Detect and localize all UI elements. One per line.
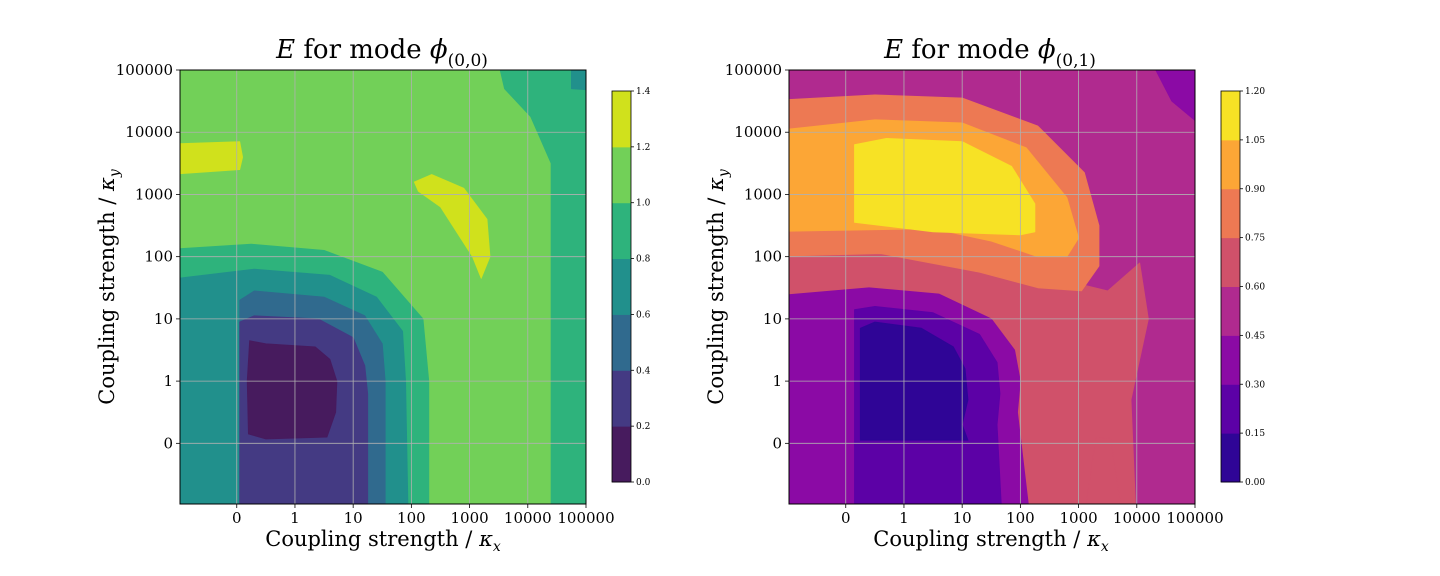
left-contour-regions — [180, 70, 586, 504]
left-chart: E for mode ϕ(0,0) 0 1 10 100 1000 10000 100000… — [95, 35, 651, 555]
left-colorbar-band-0 — [612, 426, 631, 483]
right-chart: E for mode ϕ(0,1) 0 1 10 100 1000 10000 100000… — [704, 35, 1265, 555]
right-y-axis-label: Coupling strength / κy — [704, 168, 732, 405]
right-x-tick-label-0: 0 — [841, 509, 851, 527]
right-colorbar-tick-label-7: 1.05 — [1245, 136, 1265, 146]
left-colorbar-tick-label-3: 0.6 — [636, 310, 651, 320]
left-colorbar-band-1 — [612, 370, 631, 427]
left-contour-region-1 — [499, 70, 586, 504]
right-plot-frame — [788, 69, 1196, 505]
left-y-tick-label-2: 10 — [154, 310, 173, 328]
left-x-axis-label: Coupling strength / κx — [265, 527, 501, 555]
right-colorbar-band-0 — [1221, 433, 1240, 483]
right-colorbar-tick-label-2: 0.30 — [1245, 380, 1265, 390]
right-x-tick-label-6: 100000 — [1166, 509, 1223, 527]
left-colorbar-tick-label-6: 1.2 — [636, 143, 650, 153]
left-contour-region-9 — [413, 174, 491, 279]
right-x-ticks: 0 1 10 100 1000 10000 100000 — [841, 504, 1224, 527]
left-plot-frame — [179, 69, 587, 505]
right-contour-region-4 — [854, 137, 1036, 236]
right-colorbar-tick-label-5: 0.75 — [1245, 234, 1265, 244]
left-x-tick-label-3: 100 — [397, 509, 426, 527]
left-colorbar-tick-label-7: 1.4 — [636, 87, 651, 97]
right-x-axis-label: Coupling strength / κx — [873, 527, 1109, 555]
right-x-tick-label-4: 1000 — [1059, 509, 1097, 527]
right-contour-region-7 — [1155, 70, 1195, 122]
right-x-tick-label-1: 1 — [899, 509, 909, 527]
left-y-tick-label-3: 100 — [144, 248, 173, 266]
right-colorbar-tick-label-0: 0.00 — [1245, 478, 1265, 488]
left-colorbar-band-6 — [612, 91, 631, 148]
left-y-tick-label-0: 0 — [163, 434, 173, 452]
left-colorbar-tick-label-2: 0.4 — [636, 366, 651, 376]
right-x-tick-label-5: 10000 — [1113, 509, 1161, 527]
right-x-tick-label-2: 10 — [953, 509, 972, 527]
right-colorbar-tick-label-1: 0.15 — [1245, 429, 1265, 439]
right-colorbar-tick-label-6: 0.90 — [1245, 185, 1265, 195]
left-y-axis-label: Coupling strength / κy — [95, 168, 123, 405]
left-colorbar-band-5 — [612, 146, 631, 204]
right-y-tick-label-1: 1 — [772, 372, 782, 390]
left-colorbar-band-3 — [612, 258, 631, 315]
left-x-tick-label-4: 1000 — [450, 509, 488, 527]
right-y-ticks: 0 1 10 100 1000 10000 100000 — [725, 61, 789, 452]
right-y-tick-label-2: 10 — [763, 310, 782, 328]
left-x-tick-label-5: 10000 — [504, 509, 552, 527]
left-contour-region-8 — [246, 340, 338, 440]
right-y-tick-label-6: 100000 — [725, 61, 782, 79]
left-x-ticks: 0 1 10 100 1000 10000 100000 — [232, 504, 615, 527]
right-contour-region-5 — [1085, 436, 1121, 504]
left-x-tick-label-6: 100000 — [557, 509, 614, 527]
left-y-ticks: 0 1 10 100 1000 10000 100000 — [116, 61, 180, 452]
left-colorbar-tick-label-1: 0.2 — [636, 422, 650, 432]
right-chart-title: E for mode ϕ(0,1) — [883, 35, 1096, 71]
left-x-tick-label-1: 1 — [290, 509, 300, 527]
left-y-tick-label-6: 100000 — [116, 61, 173, 79]
right-colorbar-tick-label-3: 0.45 — [1245, 331, 1265, 341]
right-y-tick-label-3: 100 — [753, 248, 782, 266]
right-colorbar-tick-label-8: 1.20 — [1245, 87, 1265, 97]
left-grid — [180, 69, 587, 504]
left-contour-region-10 — [180, 141, 244, 175]
right-colorbar-band-6 — [1221, 139, 1240, 190]
right-y-tick-label-5: 10000 — [734, 123, 782, 141]
left-y-tick-label-5: 10000 — [125, 123, 173, 141]
left-colorbar-frame — [611, 90, 632, 483]
left-colorbar-band-4 — [612, 202, 631, 260]
left-chart-title: E for mode ϕ(0,0) — [275, 35, 488, 71]
right-colorbar-band-5 — [1221, 188, 1240, 239]
right-y-tick-label-0: 0 — [772, 434, 782, 452]
left-colorbar-tick-label-0: 0.0 — [636, 478, 651, 488]
left-colorbar-tick-label-4: 0.8 — [636, 255, 651, 265]
right-colorbar-band-7 — [1221, 91, 1240, 141]
right-x-tick-label-3: 100 — [1006, 509, 1035, 527]
left-y-tick-label-4: 1000 — [135, 185, 173, 203]
right-colorbar-tick-label-4: 0.60 — [1245, 283, 1265, 293]
right-colorbar-band-4 — [1221, 237, 1240, 287]
right-colorbar-band-1 — [1221, 384, 1240, 434]
left-colorbar-band-2 — [612, 314, 631, 371]
left-colorbar-tick-label-5: 1.0 — [636, 199, 651, 209]
right-y-tick-label-4: 1000 — [744, 185, 782, 203]
right-contour-regions — [789, 70, 1195, 504]
right-colorbar-band-3 — [1221, 286, 1240, 336]
left-contour-region-2 — [571, 70, 586, 91]
left-x-tick-label-0: 0 — [232, 509, 242, 527]
left-x-tick-label-2: 10 — [344, 509, 363, 527]
right-colorbar: 0.00 0.15 0.30 0.45 0.60 0.75 0.90 1.05 1.20 — [1220, 87, 1265, 488]
right-colorbar-band-2 — [1221, 335, 1240, 385]
left-colorbar: 0.0 0.2 0.4 0.6 0.8 1.0 1.2 1.4 — [611, 87, 651, 488]
left-y-tick-label-1: 1 — [163, 372, 173, 390]
